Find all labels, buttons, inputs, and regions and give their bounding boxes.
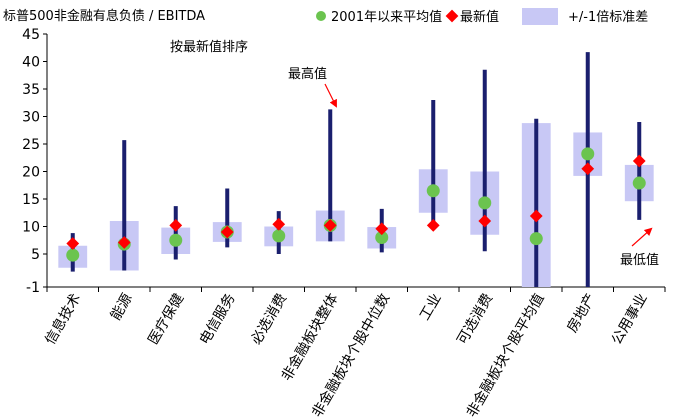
latest-markers	[66, 154, 646, 250]
y-tick-label: 40	[22, 55, 40, 71]
y-tick-label: 35	[22, 82, 40, 98]
range-whiskers	[70, 52, 642, 287]
legend-latest-label: 最新值	[460, 9, 499, 25]
legend-mean-label: 2001年以来平均值	[331, 9, 442, 25]
legend: 2001年以来平均值 最新值 +/-1倍标准差	[316, 8, 648, 25]
chart-subtitle: 按最新值排序	[170, 39, 248, 55]
annotation-min-arrow	[631, 227, 653, 247]
mean-marker	[426, 184, 440, 198]
x-category-label: 可选消费	[454, 291, 496, 347]
mean-marker	[272, 229, 286, 243]
annotation-min: 最低值	[620, 252, 659, 268]
x-category-label: 能源	[108, 291, 136, 323]
mean-marker	[632, 176, 646, 190]
latest-marker	[272, 217, 286, 231]
legend-mean-marker	[316, 11, 326, 21]
mean-marker	[478, 196, 492, 210]
legend-band-label: +/-1倍标准差	[568, 10, 648, 25]
mean-marker	[66, 248, 80, 262]
y-tick-label: 45	[22, 27, 40, 43]
latest-marker	[169, 219, 183, 232]
std-bands	[58, 123, 654, 287]
annotation-max: 最高值	[288, 66, 327, 82]
y-tick-label: 25	[22, 137, 40, 153]
y-tick-label: 15	[22, 192, 40, 208]
x-category-label: 医疗保健	[145, 291, 187, 347]
mean-marker	[375, 231, 389, 244]
mean-marker	[169, 233, 183, 247]
legend-band-swatch	[522, 8, 558, 25]
x-category-label: 电信服务	[197, 291, 239, 347]
x-category-label: 公用事业	[609, 291, 651, 347]
x-category-label: 非金融板块整体	[279, 291, 342, 384]
annotations: 最高值 最低值	[288, 66, 659, 268]
mean-marker	[529, 232, 543, 246]
x-category-label: 信息技术	[41, 291, 84, 348]
y-axis: -1 5 10 15 20 25 30 35 40 45	[22, 27, 48, 296]
latest-marker	[323, 219, 337, 232]
mean-markers	[66, 147, 646, 262]
latest-marker	[220, 225, 234, 239]
latest-marker	[426, 219, 440, 232]
x-category-label: 必选消费	[248, 291, 290, 347]
y-tick-label: 5	[31, 247, 40, 263]
latest-marker	[375, 222, 389, 236]
x-category-label: 房地产	[564, 291, 599, 335]
x-category-label: 工业	[417, 291, 445, 323]
legend-latest-marker	[445, 9, 459, 23]
latest-marker	[117, 236, 131, 249]
y-tick-label: -1	[26, 280, 40, 296]
latest-marker	[66, 237, 80, 250]
y-tick-label: 10	[22, 220, 40, 236]
chart-title: 标普500非金融有息负债 / EBITDA	[3, 8, 205, 24]
y-tick-label: 20	[22, 165, 40, 181]
annotation-max-arrow	[324, 83, 337, 108]
latest-marker	[478, 214, 492, 228]
y-tick-label: 30	[22, 110, 40, 126]
mean-marker	[581, 147, 595, 161]
